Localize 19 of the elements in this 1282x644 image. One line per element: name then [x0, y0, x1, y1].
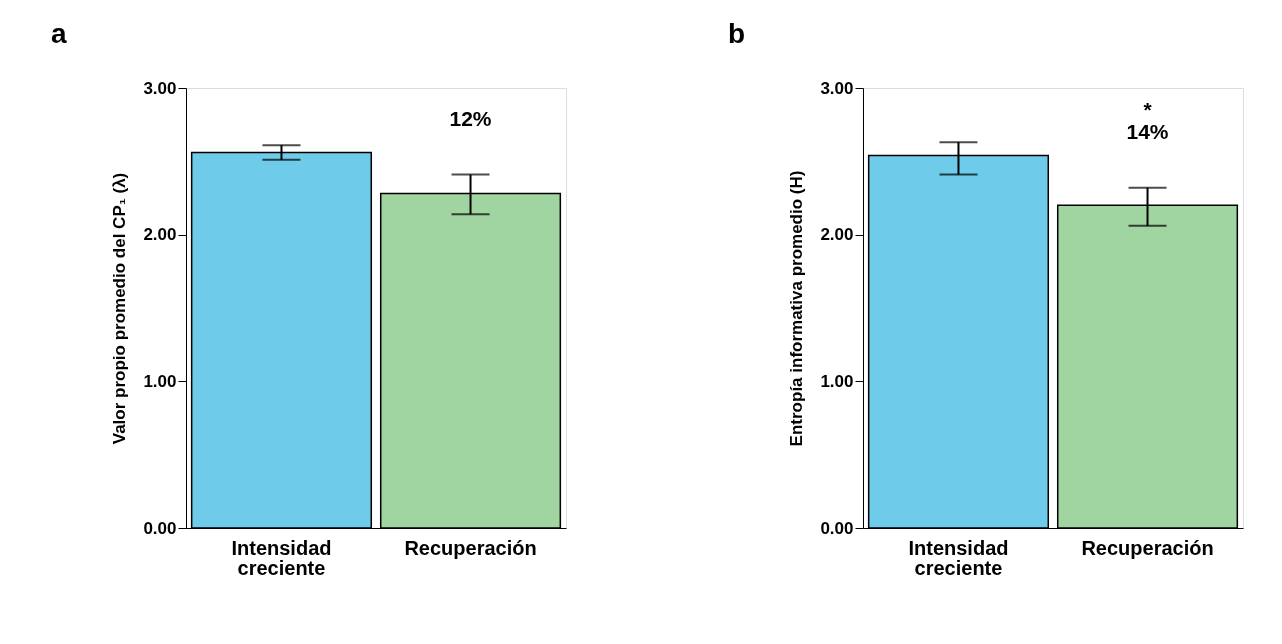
y-tick-label: 1.00 [820, 371, 854, 391]
y-tick-label: 3.00 [143, 78, 177, 98]
x-tick-label: Intensidad creciente [908, 536, 1009, 579]
x-tick-label: Intensidad creciente [231, 536, 332, 579]
y-tick-label: 1.00 [143, 371, 177, 391]
chart-title: b [727, 18, 746, 49]
y-tick-label: 2.00 [143, 225, 177, 245]
y-tick-label: 3.00 [820, 78, 854, 98]
y-tick-label: 2.00 [820, 225, 854, 245]
y-axis-title: Valor propio promedio del CP₁ (λ) [110, 172, 130, 445]
annotation: 14% [1126, 119, 1169, 143]
x-tick-label: Recuperación [1081, 536, 1214, 559]
y-axis-title: Entropía informativa promedio (H) [787, 170, 807, 447]
y-tick-label: 0.00 [820, 518, 854, 538]
annotation: * [1143, 97, 1153, 121]
annotation: 12% [449, 106, 492, 130]
chart-title: a [50, 18, 67, 49]
y-tick-label: 0.00 [143, 518, 177, 538]
x-tick-label: Recuperación [404, 536, 537, 559]
